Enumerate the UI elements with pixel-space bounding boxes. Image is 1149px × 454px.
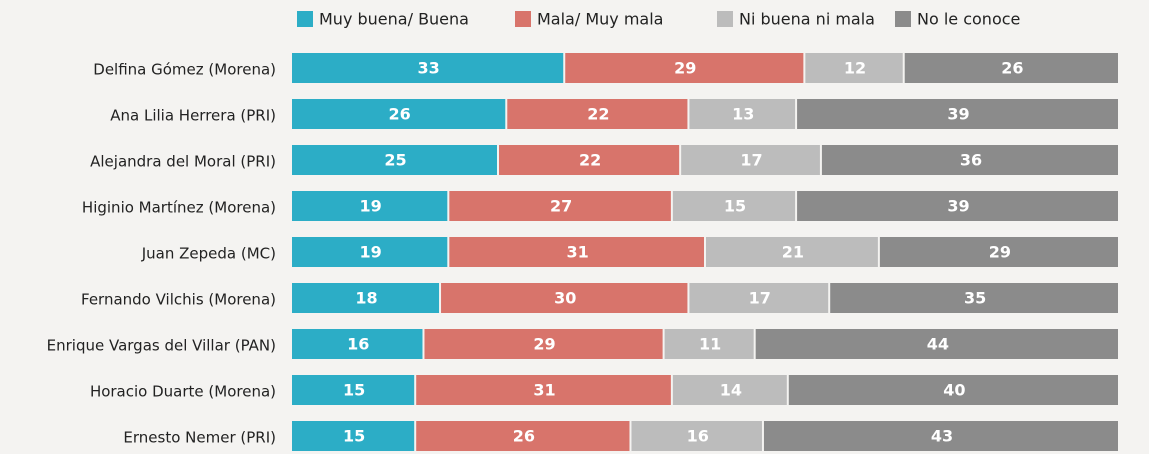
value-label: 17 <box>740 151 762 170</box>
legend-label: Mala/ Muy mala <box>537 10 663 29</box>
value-label: 16 <box>347 335 369 354</box>
bar-segment <box>672 375 787 405</box>
bar-segment <box>797 191 1118 221</box>
bar-segment <box>788 375 1118 405</box>
bar-segment <box>672 191 796 221</box>
value-label: 31 <box>567 243 589 262</box>
value-label: 26 <box>1001 59 1023 78</box>
value-label: 11 <box>699 335 721 354</box>
legend-swatch <box>515 11 531 27</box>
value-label: 18 <box>355 289 377 308</box>
bar-segment <box>424 329 663 359</box>
bar-segment <box>565 53 804 83</box>
value-label: 27 <box>550 197 572 216</box>
value-label: 44 <box>927 335 949 354</box>
category-label: Enrique Vargas del Villar (PAN) <box>47 337 276 355</box>
bar-segment <box>292 237 448 267</box>
value-label: 17 <box>749 289 771 308</box>
bar-segment <box>689 99 796 129</box>
value-label: 15 <box>724 197 746 216</box>
legend-label: Ni buena ni mala <box>739 10 875 29</box>
bar-segment <box>292 283 440 313</box>
value-label: 26 <box>513 427 535 446</box>
value-label: 29 <box>533 335 555 354</box>
category-label: Juan Zepeda (MC) <box>141 245 276 263</box>
value-label: 22 <box>587 105 609 124</box>
bar-segment <box>797 99 1118 129</box>
category-label: Alejandra del Moral (PRI) <box>90 153 276 171</box>
category-label: Delfina Gómez (Morena) <box>93 61 276 79</box>
category-label: Ernesto Nemer (PRI) <box>123 429 276 447</box>
bar-segment <box>416 375 671 405</box>
bar-segment <box>706 237 878 267</box>
value-label: 15 <box>343 381 365 400</box>
value-label: 36 <box>960 151 982 170</box>
bar-segment <box>292 375 415 405</box>
bar-segment <box>879 237 1118 267</box>
legend-swatch <box>895 11 911 27</box>
value-label: 26 <box>389 105 411 124</box>
bar-segment <box>755 329 1118 359</box>
bar-segment <box>292 421 415 451</box>
bar-segment <box>689 283 829 313</box>
bar-segment <box>292 191 448 221</box>
bar-segment <box>904 53 1118 83</box>
bar-segment <box>292 145 497 175</box>
legend-label: Muy buena/ Buena <box>319 10 469 29</box>
value-label: 40 <box>943 381 965 400</box>
bar-segment <box>507 99 688 129</box>
value-label: 12 <box>844 59 866 78</box>
category-label: Horacio Duarte (Morena) <box>90 383 276 401</box>
category-label: Higinio Martínez (Morena) <box>82 199 276 217</box>
value-label: 29 <box>989 243 1011 262</box>
value-label: 19 <box>360 243 382 262</box>
category-label: Fernando Vilchis (Morena) <box>81 291 276 309</box>
bar-segment <box>292 53 564 83</box>
value-label: 39 <box>947 197 969 216</box>
value-label: 39 <box>947 105 969 124</box>
value-label: 33 <box>417 59 439 78</box>
legend-label: No le conoce <box>917 10 1020 29</box>
bar-segment <box>449 237 704 267</box>
value-label: 29 <box>674 59 696 78</box>
legend-swatch <box>717 11 733 27</box>
bar-segment <box>292 329 423 359</box>
bar-segment <box>821 145 1118 175</box>
value-label: 22 <box>579 151 601 170</box>
value-label: 25 <box>384 151 406 170</box>
value-label: 21 <box>782 243 804 262</box>
bar-segment <box>805 53 903 83</box>
value-label: 14 <box>720 381 742 400</box>
bar-segment <box>499 145 680 175</box>
bar-segment <box>631 421 762 451</box>
value-label: 16 <box>687 427 709 446</box>
bar-segment <box>681 145 820 175</box>
bar-segment <box>830 283 1118 313</box>
value-label: 31 <box>533 381 555 400</box>
bar-segment <box>416 421 630 451</box>
bar-segment <box>292 99 506 129</box>
category-label: Ana Lilia Herrera (PRI) <box>110 107 276 125</box>
legend-swatch <box>297 11 313 27</box>
value-label: 35 <box>964 289 986 308</box>
bar-segment <box>664 329 754 359</box>
value-label: 19 <box>360 197 382 216</box>
bar-segment <box>449 191 671 221</box>
value-label: 15 <box>343 427 365 446</box>
value-label: 13 <box>732 105 754 124</box>
bar-segment <box>441 283 688 313</box>
bar-segment <box>763 421 1118 451</box>
value-label: 43 <box>931 427 953 446</box>
value-label: 30 <box>554 289 576 308</box>
